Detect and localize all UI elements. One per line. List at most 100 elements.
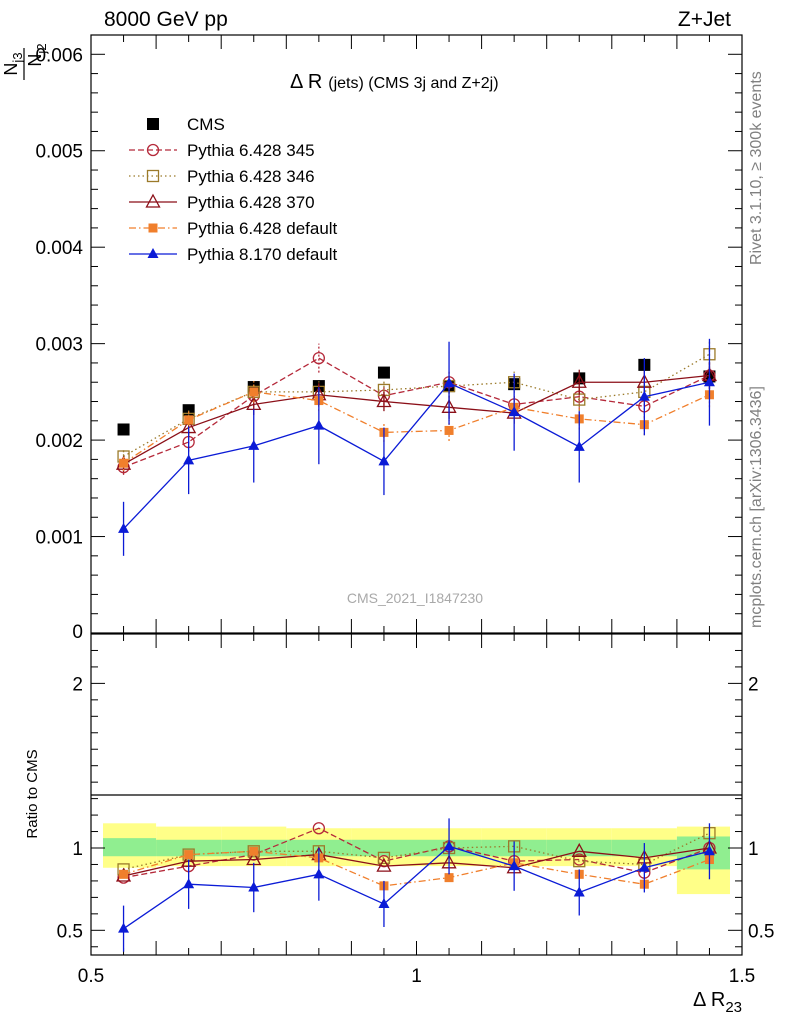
legend-entry-cms: CMS <box>147 115 225 134</box>
ratio-point <box>247 845 260 858</box>
svg-text:Nj2: Nj2 <box>25 43 49 66</box>
collision-label: 8000 GeV pp <box>104 8 228 31</box>
ratio-point <box>444 873 454 883</box>
legend-entry-p346: Pythia 6.428 346 <box>129 167 315 186</box>
legend-marker <box>145 193 161 208</box>
ratio-point <box>573 886 585 897</box>
series-p370 <box>115 361 718 472</box>
y-tick-label: 2 <box>72 674 83 695</box>
ratio-point <box>443 840 455 851</box>
data-point <box>376 393 392 408</box>
ratio-panel: 0.5 0.5 1 1 2 2 0.5 1 1.5 Ratio to CMS Δ R23 <box>24 633 774 1016</box>
series-cms <box>117 358 716 436</box>
ratio-point <box>508 860 520 871</box>
series-line-p346 <box>123 353 710 458</box>
x-axis-label: Δ R23 <box>693 989 742 1016</box>
main-y-axis-label: Nj3 Nj2 <box>1 43 49 80</box>
data-point <box>508 406 520 417</box>
ratio-point <box>312 822 326 835</box>
ratio-point <box>313 868 325 879</box>
series-line-p6def <box>123 391 710 464</box>
y-tick-label: 0.006 <box>35 45 83 66</box>
data-point <box>313 419 325 430</box>
ratio-point <box>119 869 129 879</box>
series-p8def <box>118 338 715 556</box>
uncertainty-band-inner <box>351 839 417 857</box>
ratio-line-p370 <box>123 847 710 877</box>
legend-label: Pythia 8.170 default <box>187 245 338 264</box>
ratio-point <box>377 851 391 865</box>
y-tick-label: 1 <box>748 839 759 860</box>
data-point <box>444 425 454 435</box>
legend-label: Pythia 6.428 default <box>187 219 338 238</box>
legend-label: CMS <box>187 115 225 134</box>
y-tick-label: 0 <box>72 622 83 643</box>
data-point <box>312 351 326 365</box>
uncertainty-band-inner <box>546 839 612 857</box>
legend-label: Pythia 6.428 346 <box>187 167 315 186</box>
ratio-point <box>249 846 259 856</box>
ratio-series-p8def <box>118 818 715 952</box>
x-tick-label: 1 <box>411 966 422 987</box>
y-tick-label: 0.001 <box>35 528 83 549</box>
series-line-p8def <box>123 381 710 530</box>
legend: CMS Pythia 6.428 345 Pythia 6.428 346 Pythi… <box>129 115 338 264</box>
y-tick-label: 0.005 <box>35 142 83 163</box>
ratio-point <box>248 881 260 892</box>
y-tick-label: 0.004 <box>35 238 83 259</box>
legend-marker <box>146 169 160 183</box>
series-line-p345 <box>123 357 710 468</box>
data-point <box>118 522 130 533</box>
ratio-line-p8def <box>123 845 710 930</box>
data-point <box>378 455 390 466</box>
y-tick-label: 0.5 <box>748 921 774 942</box>
data-point <box>248 439 260 450</box>
ratio-point <box>118 922 130 933</box>
y-tick-label: 0.002 <box>35 431 83 452</box>
ratio-line-p346 <box>123 832 710 871</box>
ratio-point <box>378 897 390 908</box>
ratio-point <box>571 842 587 857</box>
uncertainty-band-inner <box>156 839 222 857</box>
ratio-point <box>184 850 194 860</box>
series-p345 <box>117 343 716 475</box>
y-tick-label: 2 <box>748 674 759 695</box>
y-tick-label: 1 <box>72 839 83 860</box>
legend-marker <box>147 118 159 130</box>
data-point <box>377 366 390 379</box>
data-point <box>703 376 715 387</box>
legend-entry-p8def: Pythia 8.170 default <box>129 245 338 264</box>
ratio-y-axis-label: Ratio to CMS <box>24 749 41 838</box>
legend-label: Pythia 6.428 370 <box>187 193 315 212</box>
data-point <box>183 454 195 465</box>
series-p346 <box>117 340 716 465</box>
source-label: mcplots.cern.ch [arXiv:1306.3436] <box>748 386 765 628</box>
data-point <box>638 390 650 401</box>
x-tick-label: 0.5 <box>78 966 104 987</box>
ratio-point <box>376 857 392 872</box>
main-panel: 0.001 0.002 0.003 0.004 0.005 0.006 0 CMS_2021… <box>1 34 743 643</box>
analysis-watermark: CMS_2021_I1847230 <box>347 590 483 606</box>
series-line-p370 <box>123 374 710 465</box>
uncertainty-band-inner <box>103 838 157 857</box>
y-tick-label: 0.5 <box>57 921 83 942</box>
data-point <box>571 373 587 388</box>
legend-entry-p6def: Pythia 6.428 default <box>129 219 338 238</box>
legend-label: Pythia 6.428 345 <box>187 141 315 160</box>
rivet-version-label: Rivet 3.1.10, ≥ 300k events <box>748 71 765 265</box>
legend-marker <box>148 223 158 233</box>
legend-entry-p370: Pythia 6.428 370 <box>129 193 315 212</box>
x-tick-label: 1.5 <box>729 966 755 987</box>
svg-text:Nj3: Nj3 <box>1 52 25 75</box>
legend-marker <box>147 248 159 258</box>
data-point <box>119 458 129 468</box>
legend-entry-p345: Pythia 6.428 345 <box>129 141 315 160</box>
series-p6def <box>119 381 714 471</box>
y-tick-label: 0.003 <box>35 335 83 356</box>
data-point <box>249 387 259 397</box>
ratio-point <box>703 845 715 856</box>
data-point <box>117 423 130 436</box>
ratio-point <box>638 861 650 872</box>
data-point <box>573 440 585 451</box>
